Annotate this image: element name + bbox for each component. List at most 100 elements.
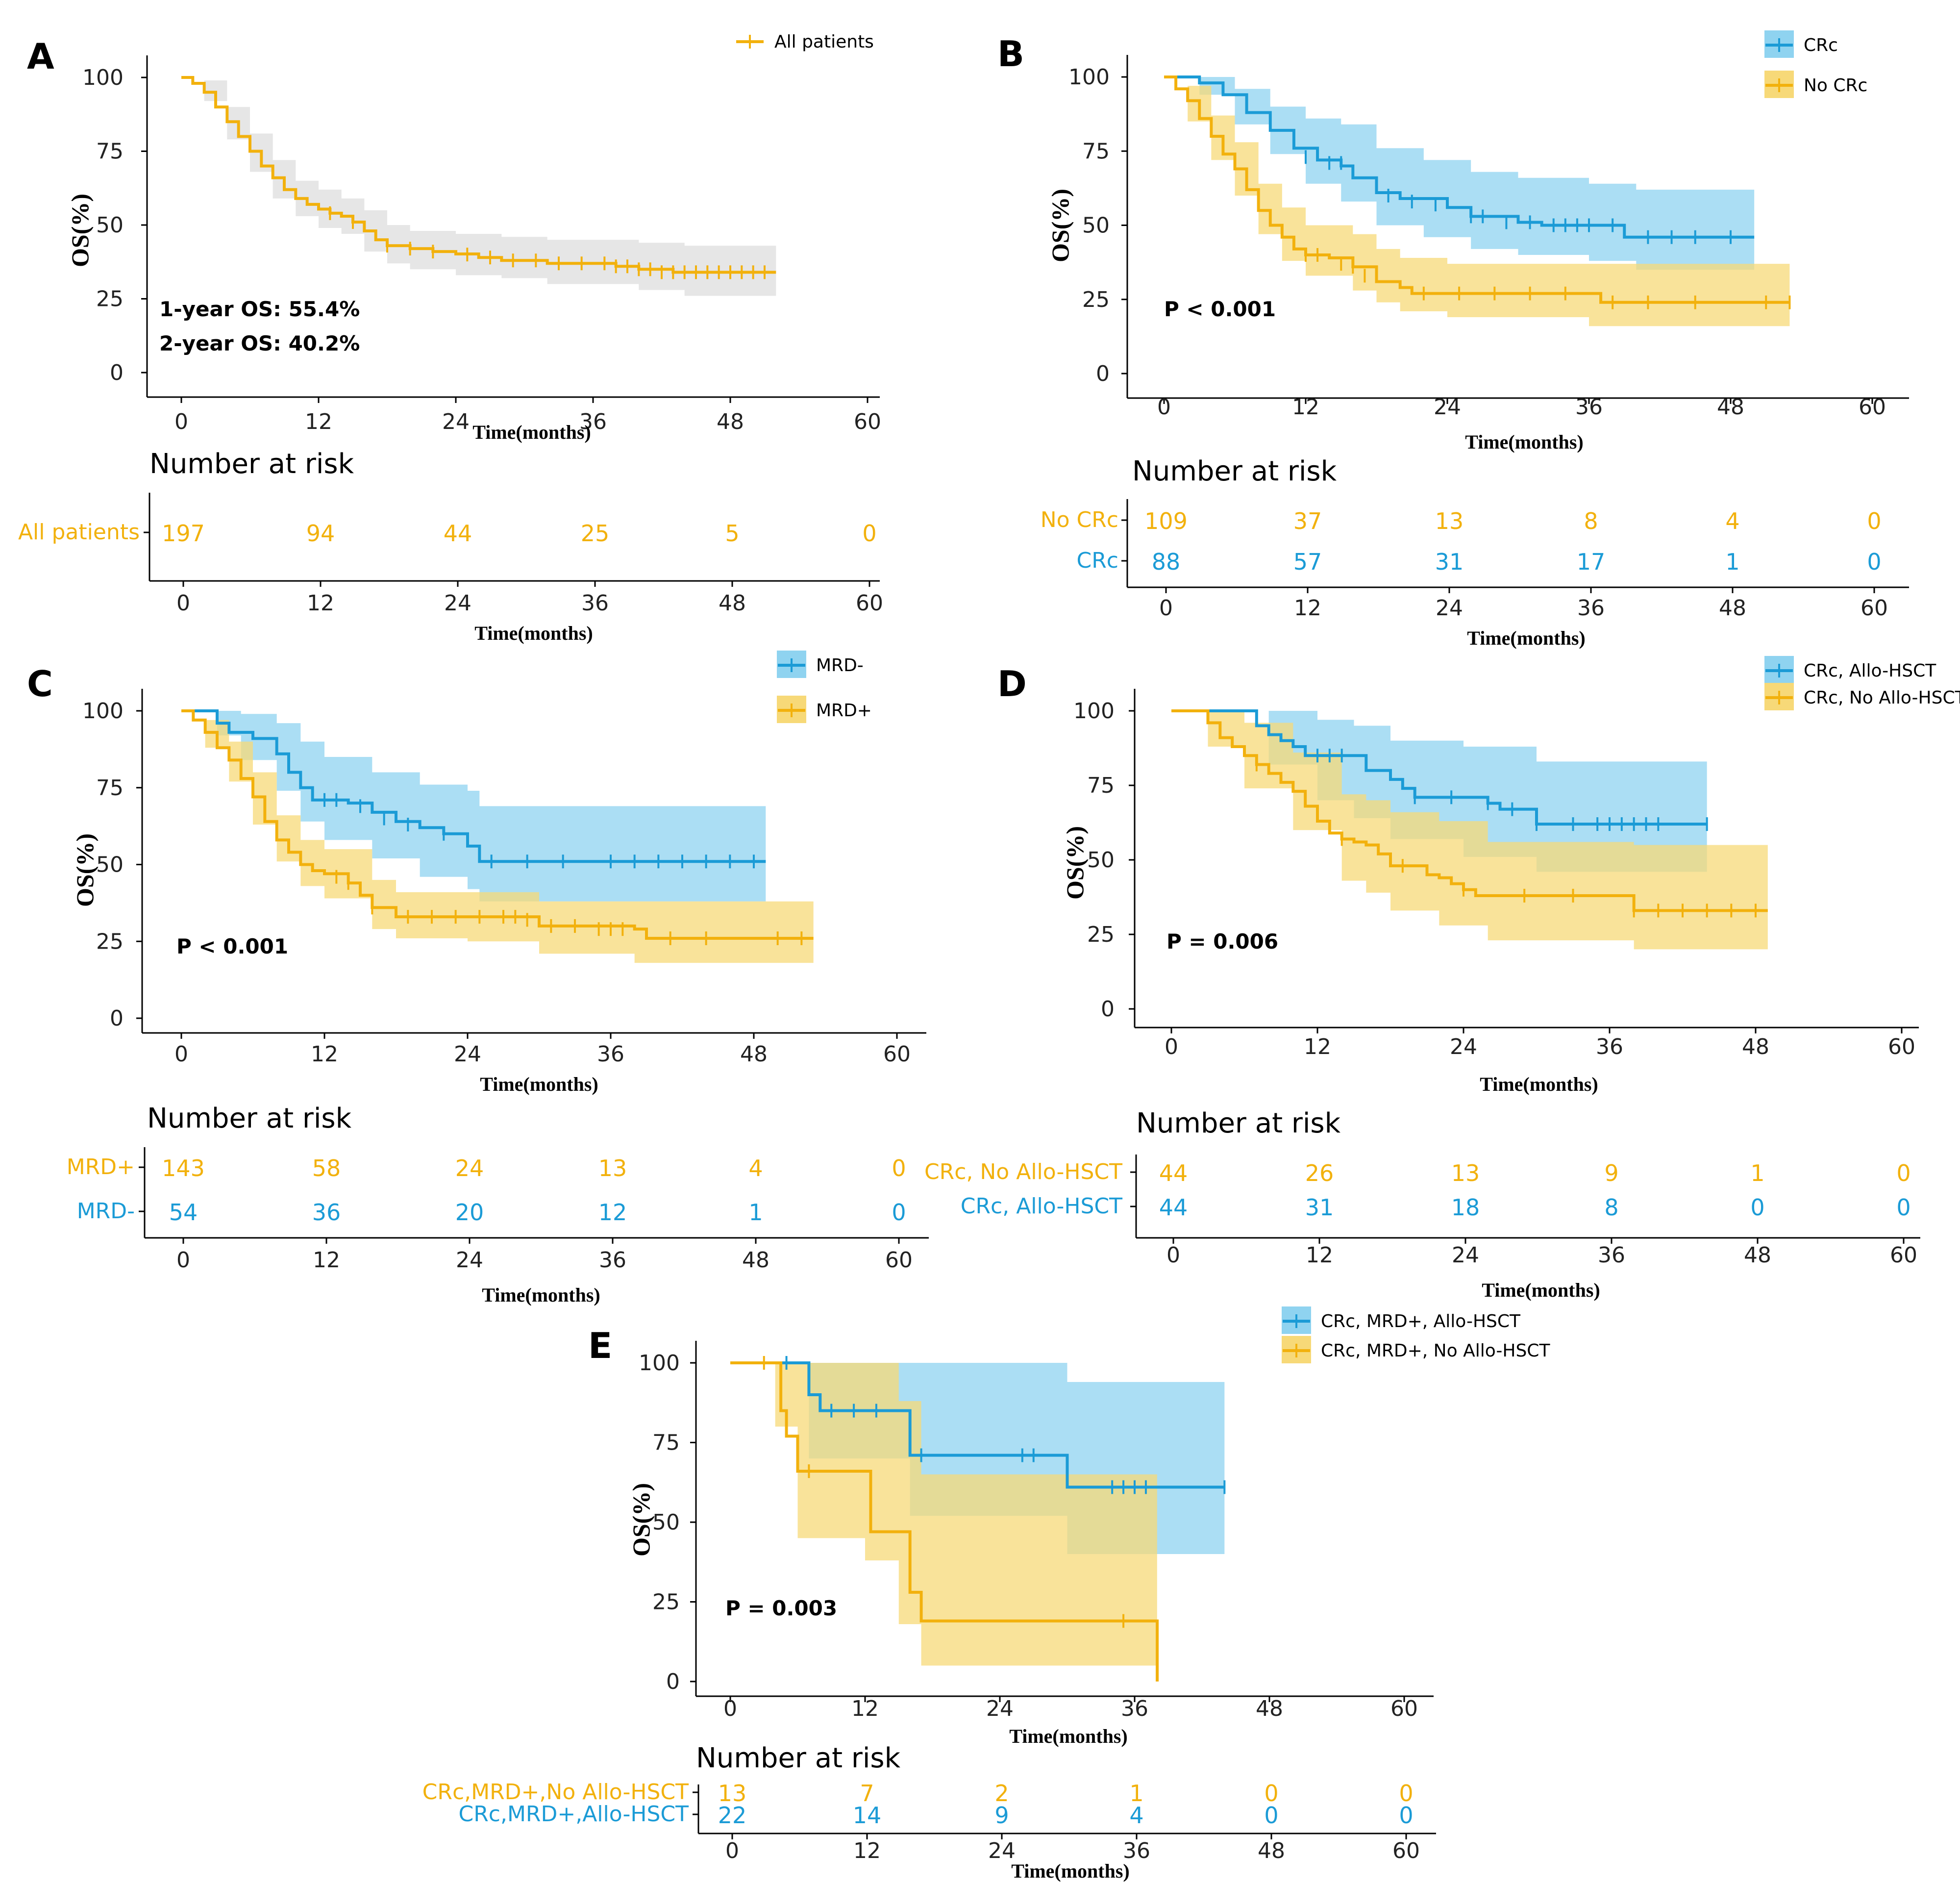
risk-count: 13 [1435,508,1464,534]
risk-count: 57 [1293,549,1322,575]
survival-curve-blue [730,1361,1225,1489]
risk-row-label: CRc, Allo-HSCT [961,1194,1122,1219]
ci-band [1171,711,1768,950]
y-tick-label: 25 [1087,922,1115,947]
risk-count: 0 [862,520,876,547]
risk-count: 0 [1750,1194,1764,1221]
risk-table-title: Number at risk [149,448,354,480]
x-tick-label: 36 [1575,395,1603,420]
risk-count: 0 [892,1199,906,1226]
y-tick-label: 50 [1087,848,1115,873]
risk-count: 0 [892,1155,906,1181]
risk-count: 1 [1129,1780,1143,1807]
risk-count: 8 [1584,508,1598,534]
panel-letter: B [997,33,1024,75]
risk-count: 4 [748,1155,763,1181]
y-tick-label: 0 [1101,997,1115,1022]
risk-row-label: MRD- [77,1199,135,1224]
y-tick-label: 75 [96,139,124,164]
risk-x-tick-label: 0 [176,1248,190,1273]
legend-label: All patients [774,32,874,52]
x-tick-label: 48 [717,409,744,434]
risk-x-tick-label: 48 [719,591,746,616]
y-tick-label: 0 [110,1006,124,1031]
survival-curve-orange [730,1361,1159,1682]
risk-count: 109 [1144,508,1188,534]
risk-count: 0 [1867,549,1881,575]
risk-count: 44 [1159,1160,1188,1186]
risk-row-label: CRc, No Allo-HSCT [924,1159,1122,1184]
risk-count: 7 [860,1780,874,1807]
x-tick-label: 12 [851,1696,879,1721]
risk-count: 0 [1399,1780,1413,1807]
legend-label: CRc, Allo-HSCT [1804,661,1936,681]
panel-letter: C [27,663,53,704]
p-value: P = 0.003 [725,1596,837,1620]
y-tick-label: 75 [1082,139,1110,164]
y-tick-label: 0 [110,360,124,385]
risk-count: 0 [1264,1780,1278,1807]
x-tick-label: 0 [1157,395,1171,420]
ci-band [1164,77,1755,270]
risk-count: 18 [1451,1194,1480,1221]
risk-count: 14 [853,1802,882,1829]
y-tick-label: 50 [96,213,124,238]
risk-count: 88 [1152,549,1181,575]
risk-count: 143 [162,1155,205,1181]
risk-x-tick-label: 0 [725,1838,739,1863]
risk-count: 54 [169,1199,198,1226]
y-tick-label: 75 [652,1431,680,1456]
risk-table-title: Number at risk [147,1103,352,1134]
x-tick-label: 36 [597,1042,624,1067]
y-tick-label: 100 [1073,699,1115,724]
y-tick-label: 50 [96,853,124,878]
risk-count: 13 [718,1780,747,1807]
risk-count: 0 [1867,508,1881,534]
y-axis-label: OS(%) [1046,189,1074,262]
risk-count: 31 [1305,1194,1334,1221]
risk-count: 197 [162,520,205,547]
risk-x-tick-label: 24 [456,1248,483,1273]
survival-curve-blue [181,709,766,863]
legend-label: CRc [1804,35,1838,55]
risk-x-tick-label: 0 [176,591,190,616]
risk-x-tick-label: 0 [1159,596,1173,621]
risk-x-tick-label: 60 [1861,596,1888,621]
risk-x-tick-label: 12 [853,1838,881,1863]
risk-count: 0 [1896,1160,1910,1186]
risk-x-tick-label: 24 [988,1838,1016,1863]
risk-count: 37 [1293,508,1322,534]
risk-count: 4 [1725,508,1739,534]
x-tick-label: 60 [1390,1696,1418,1721]
p-value: P < 0.001 [1164,297,1276,321]
x-tick-label: 24 [1434,395,1461,420]
y-tick-label: 25 [652,1590,680,1615]
risk-table-title: Number at risk [696,1742,901,1774]
x-tick-label: 0 [174,1042,188,1067]
risk-count: 58 [312,1155,341,1181]
risk-x-axis-label: Time(months) [1467,627,1585,649]
legend-label: CRc, MRD+, No Allo-HSCT [1321,1341,1550,1361]
panel-letter: E [588,1325,612,1366]
risk-x-axis-label: Time(months) [474,622,593,644]
risk-x-axis-label: Time(months) [1482,1279,1600,1301]
risk-x-tick-label: 48 [742,1248,769,1273]
y-tick-label: 25 [96,929,124,954]
risk-count: 1 [748,1199,763,1226]
x-tick-label: 48 [1717,395,1744,420]
os-annotation: 1-year OS: 55.4% [159,297,360,321]
risk-x-axis-label: Time(months) [482,1284,600,1306]
ci-band [730,1363,1157,1666]
panel-letter: A [27,36,54,77]
x-tick-label: 48 [1742,1034,1769,1059]
risk-x-tick-label: 48 [1719,596,1746,621]
ci-band [181,77,776,296]
x-axis-label: Time(months) [1480,1073,1598,1095]
y-axis-label: OS(%) [71,833,99,907]
risk-count: 8 [1604,1194,1618,1221]
risk-count: 4 [1129,1802,1143,1829]
y-tick-label: 75 [96,776,124,801]
risk-count: 0 [1264,1802,1278,1829]
